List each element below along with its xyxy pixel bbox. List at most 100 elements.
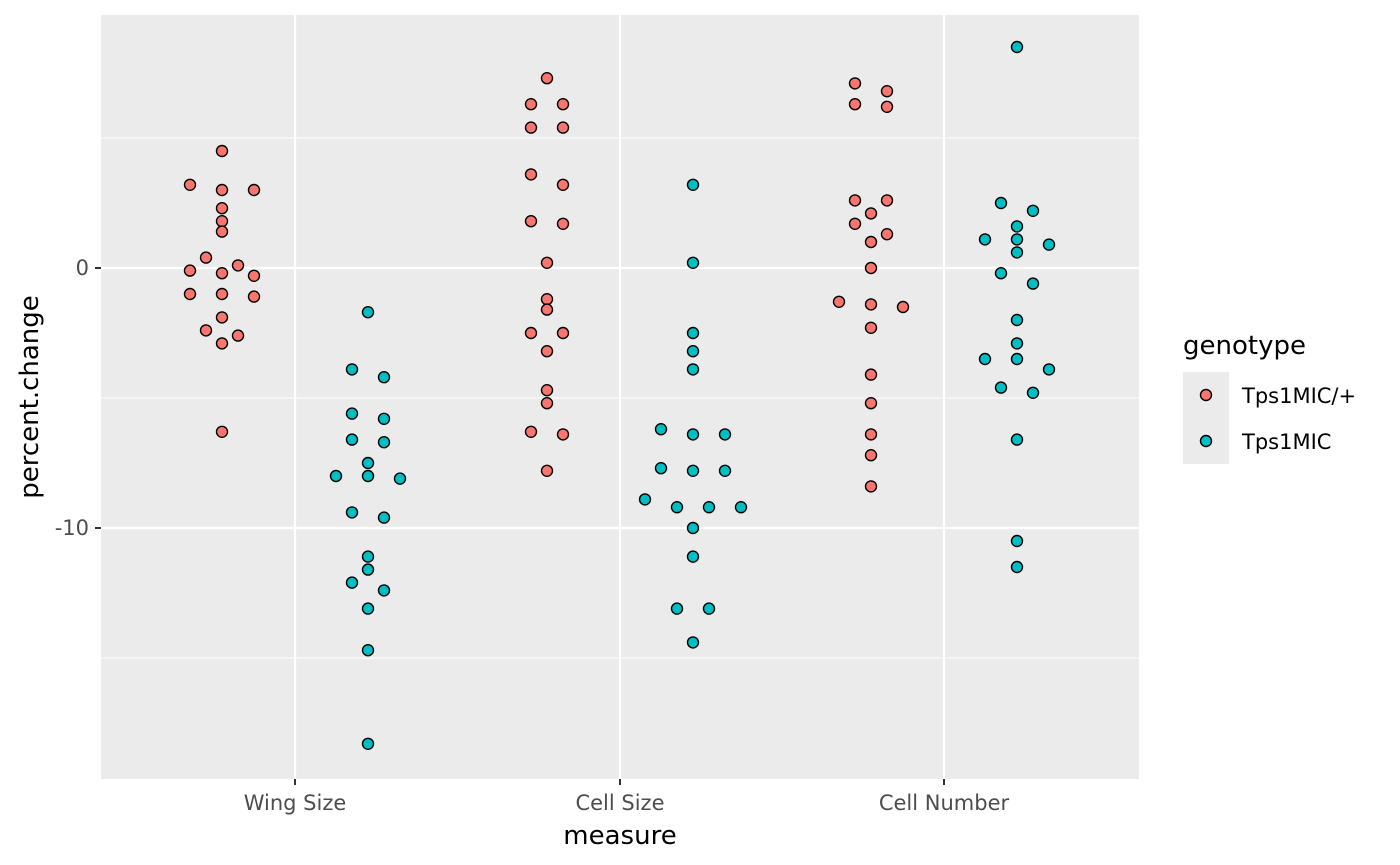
- point-tps1mic-wing-size-1: [345, 363, 359, 376]
- point-tps1mic-cell-size-5: [654, 423, 668, 436]
- x-tick-label-2: Cell Number: [879, 791, 1010, 815]
- point-tps1mic-cell-number-8: [880, 227, 894, 241]
- point-tps1mic-cell-number-12: [864, 298, 878, 311]
- point-tps1mic-wing-size-16: [199, 324, 213, 337]
- point-tps1mic-wing-size-19: [215, 425, 229, 438]
- point-tps1mic-wing-size-2: [377, 371, 391, 384]
- point-tps1mic-wing-size-0: [215, 144, 229, 158]
- point-tps1mic-cell-size-1: [524, 97, 538, 111]
- point-tps1mic-wing-size-12: [183, 287, 197, 301]
- point-tps1mic-cell-number-17: [1010, 433, 1024, 446]
- point-tps1mic-wing-size-8: [231, 259, 245, 272]
- point-tps1mic-wing-size-13: [215, 287, 229, 301]
- point-tps1mic-cell-number-3: [1010, 220, 1024, 233]
- point-tps1mic-cell-size-11: [638, 493, 652, 506]
- point-tps1mic-cell-number-13: [896, 300, 910, 314]
- point-tps1mic-cell-number-11: [1010, 337, 1024, 350]
- point-tps1mic-wing-size-6: [377, 436, 391, 449]
- point-tps1mic-cell-size-6: [556, 178, 570, 192]
- point-tps1mic-cell-number-4: [978, 233, 992, 246]
- point-tps1mic-wing-size-16: [377, 584, 391, 597]
- point-tps1mic-cell-number-18: [864, 449, 878, 462]
- major-gridlines: [101, 15, 1139, 779]
- point-tps1mic-wing-size-15: [345, 576, 359, 589]
- point-tps1mic-cell-size-2: [556, 97, 570, 111]
- point-tps1mic-cell-size-17: [670, 602, 684, 615]
- point-tps1mic-wing-size-4: [215, 201, 229, 215]
- point-tps1mic-wing-size-10: [215, 267, 229, 280]
- x-tick-label-1: Cell Size: [575, 791, 664, 815]
- data-points: [183, 40, 1056, 750]
- point-tps1mic-wing-size-15: [215, 311, 229, 324]
- point-tps1mic-cell-size-18: [702, 602, 716, 615]
- point-tps1mic-cell-number-19: [864, 480, 878, 493]
- point-tps1mic-cell-number-8: [994, 267, 1008, 280]
- point-tps1mic-wing-size-8: [329, 469, 343, 483]
- point-tps1mic-cell-size-9: [686, 464, 700, 477]
- point-tps1mic-cell-size-9: [540, 256, 554, 269]
- point-tps1mic-wing-size-11: [247, 269, 261, 282]
- point-tps1mic-cell-size-19: [686, 636, 700, 649]
- point-tps1mic-cell-size-0: [686, 178, 700, 192]
- point-tps1mic-cell-number-14: [864, 321, 878, 334]
- point-tps1mic-cell-number-12: [978, 352, 992, 366]
- point-tps1mic-wing-size-18: [361, 644, 375, 657]
- point-tps1mic-wing-size-3: [345, 407, 359, 420]
- point-tps1mic-cell-number-2: [848, 97, 862, 111]
- point-tps1mic-cell-number-7: [848, 217, 862, 231]
- legend-label-tps1mic: Tps1MIC: [1241, 430, 1331, 454]
- point-tps1mic-cell-size-1: [686, 256, 700, 269]
- point-tps1mic-cell-number-0: [848, 77, 862, 90]
- x-axis-title: measure: [563, 821, 676, 851]
- point-tps1mic-cell-number-3: [880, 100, 894, 114]
- point-tps1mic-wing-size-17: [361, 602, 375, 615]
- point-tps1mic-wing-size-4: [377, 412, 391, 425]
- point-tps1mic-cell-size-13: [702, 501, 716, 514]
- point-tps1mic-wing-size-10: [393, 472, 407, 485]
- point-tps1mic-cell-number-6: [1042, 238, 1056, 251]
- point-tps1mic-cell-size-14: [734, 501, 748, 514]
- legend-label-tps1mic-plus: Tps1MIC/+: [1241, 384, 1356, 408]
- point-tps1mic-cell-number-13: [1010, 352, 1024, 366]
- point-tps1mic-wing-size-12: [377, 511, 391, 524]
- point-tps1mic-cell-number-19: [1010, 560, 1024, 574]
- point-tps1mic-wing-size-6: [215, 225, 229, 238]
- point-tps1mic-wing-size-0: [361, 306, 375, 319]
- point-tps1mic-cell-size-13: [556, 326, 570, 340]
- point-tps1mic-cell-number-10: [1010, 313, 1024, 327]
- y-tick-label-0: 0: [76, 256, 89, 280]
- legend: genotype Tps1MIC/+ Tps1MIC: [1183, 331, 1356, 464]
- point-tps1mic-cell-number-1: [880, 84, 894, 98]
- point-tps1mic-cell-number-18: [1010, 534, 1024, 548]
- point-tps1mic-wing-size-1: [183, 178, 197, 192]
- point-tps1mic-cell-size-7: [718, 428, 732, 441]
- point-tps1mic-cell-number-9: [1026, 277, 1040, 290]
- point-tps1mic-cell-size-3: [686, 345, 700, 358]
- point-tps1mic-wing-size-14: [361, 563, 375, 576]
- point-tps1mic-wing-size-9: [361, 469, 375, 483]
- x-axis: Wing Size Cell Size Cell Number: [244, 779, 1010, 815]
- point-tps1mic-cell-number-1: [994, 196, 1008, 210]
- point-tps1mic-cell-size-14: [540, 345, 554, 358]
- point-tps1mic-cell-size-12: [524, 326, 538, 340]
- legend-key-tps1mic: [1199, 434, 1213, 448]
- point-tps1mic-cell-size-2: [686, 326, 700, 340]
- point-tps1mic-cell-size-16: [540, 397, 554, 410]
- legend-key-tps1mic-plus: [1199, 388, 1213, 402]
- y-tick-label-1: -10: [55, 516, 89, 540]
- point-tps1mic-cell-size-18: [556, 428, 570, 441]
- x-tick-label-0: Wing Size: [244, 791, 347, 815]
- y-axis: 0 -10: [55, 256, 101, 540]
- legend-title: genotype: [1183, 331, 1306, 361]
- point-tps1mic-wing-size-14: [247, 290, 261, 303]
- point-tps1mic-cell-number-4: [848, 194, 862, 207]
- point-tps1mic-cell-number-17: [864, 428, 878, 441]
- point-tps1mic-cell-size-19: [540, 464, 554, 477]
- point-tps1mic-cell-size-4: [556, 121, 570, 134]
- point-tps1mic-cell-size-17: [524, 425, 538, 438]
- point-tps1mic-wing-size-5: [215, 214, 229, 228]
- point-tps1mic-cell-size-16: [686, 550, 700, 563]
- point-tps1mic-cell-number-14: [1042, 363, 1056, 376]
- point-tps1mic-cell-size-15: [540, 384, 554, 397]
- point-tps1mic-wing-size-17: [231, 329, 245, 342]
